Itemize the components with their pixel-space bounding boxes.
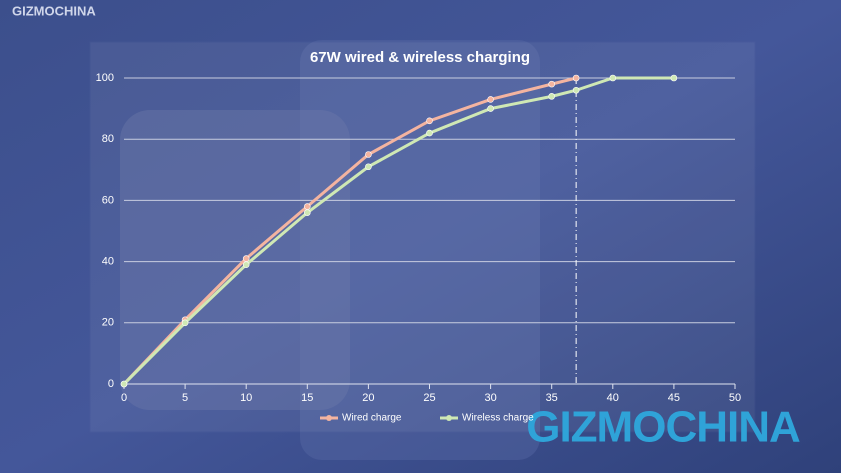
x-tick-label: 30 [484, 392, 496, 404]
x-tick-label: 10 [240, 392, 252, 404]
phone-shape [300, 40, 540, 460]
chart-frame [89, 41, 756, 433]
x-tick-label: 0 [121, 392, 127, 404]
y-tick-label: 40 [102, 256, 114, 268]
point [548, 80, 556, 88]
x-tick-label: 15 [301, 392, 313, 404]
point [487, 105, 494, 112]
y-tick-label: 60 [102, 194, 114, 206]
legend-marker [326, 415, 332, 421]
point [670, 74, 678, 82]
legend-label: Wireless charge [462, 413, 534, 424]
x-tick-label: 45 [668, 392, 680, 404]
point [609, 74, 617, 82]
watermark: GIZMOCHINA [526, 403, 800, 452]
y-tick-label: 100 [96, 72, 114, 84]
point [120, 380, 128, 388]
point [548, 93, 556, 100]
x-tick-label: 20 [362, 392, 374, 404]
phone-shape [120, 110, 350, 410]
point [572, 74, 580, 82]
x-tick-label: 25 [423, 392, 435, 404]
x-tick-label: 50 [729, 392, 741, 404]
point [487, 96, 494, 103]
x-tick-label: 5 [182, 392, 188, 404]
point [365, 151, 372, 158]
watermark: GIZMOCHINA [12, 3, 96, 18]
point [303, 209, 311, 216]
legend-marker [446, 415, 452, 421]
y-tick-label: 0 [108, 378, 114, 390]
point [242, 261, 250, 268]
point [303, 203, 311, 210]
point [181, 319, 189, 327]
point [242, 255, 250, 262]
legend-label: Wired charge [342, 413, 402, 424]
point [365, 163, 372, 171]
x-tick-label: 40 [607, 392, 619, 404]
chart-title: 67W wired & wireless charging [310, 49, 530, 66]
y-tick-label: 80 [102, 133, 114, 145]
y-tick-label: 20 [102, 317, 114, 329]
point [426, 117, 433, 125]
x-tick-label: 35 [546, 392, 558, 404]
point [572, 86, 580, 94]
point [426, 129, 433, 137]
